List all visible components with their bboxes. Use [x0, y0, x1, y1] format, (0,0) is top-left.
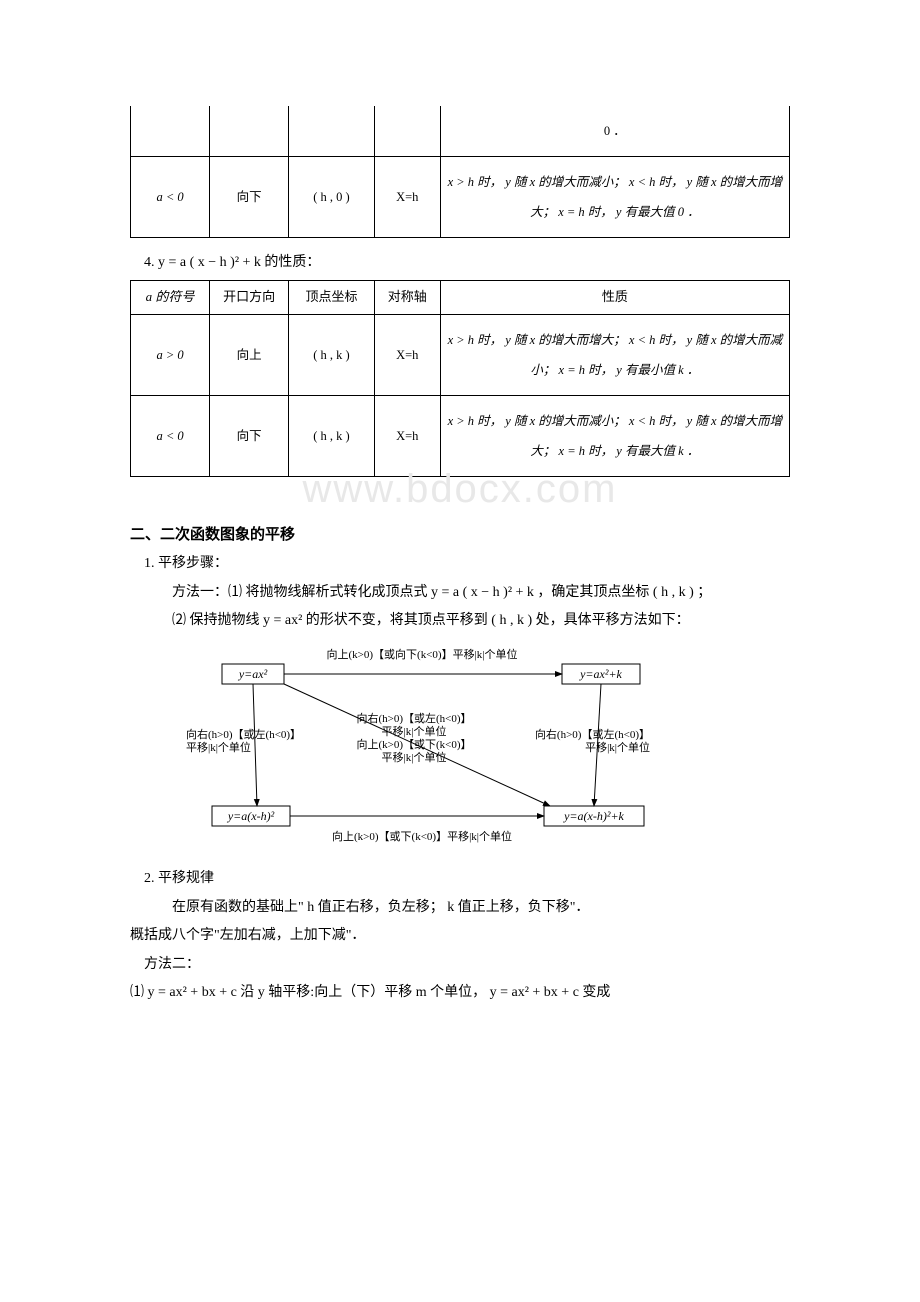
item-4-title: 4. y = a ( x − h )² + k 的性质： — [144, 252, 790, 274]
svg-text:向上(k>0)【或下(k<0)】: 向上(k>0)【或下(k<0)】 — [356, 737, 471, 751]
table-row: a < 0 向下 ( h , k ) X=h x > h 时， y 随 x 的增… — [131, 396, 790, 477]
table-row: 0 ． — [131, 106, 790, 157]
cell-axis: X=h — [396, 348, 418, 362]
method2-line1: ⑴ y = ax² + bx + c 沿 y 轴平移:向上（下）平移 m 个单位… — [130, 982, 790, 1004]
table-row: a > 0 向上 ( h , k ) X=h x > h 时， y 随 x 的增… — [131, 315, 790, 396]
step-heading: 1. 平移步骤： — [144, 553, 790, 575]
col-header: 性质 — [440, 281, 789, 315]
method1-line2: ⑵ 保持抛物线 y = ax² 的形状不变，将其顶点平移到 ( h , k ) … — [172, 610, 790, 632]
cell-prop: x > h 时， y 随 x 的增大而增大； x < h 时， y 随 x 的增… — [440, 315, 789, 396]
cell-axis: X=h — [396, 429, 418, 443]
cell-prop: x > h 时， y 随 x 的增大而减小； x < h 时， y 随 x 的增… — [440, 157, 789, 238]
svg-text:y=ax²: y=ax² — [238, 667, 268, 681]
diagram-svg: y=ax² y=ax²+k y=a(x-h)² y=a(x-h)²+k 向上(k>0)【… — [182, 646, 662, 846]
cell-vertex: ( h , k ) — [313, 348, 349, 362]
table-row: a < 0 向下 ( h , 0 ) X=h x > h 时， y 随 x 的增… — [131, 157, 790, 238]
section-2-heading: 二、二次函数图象的平移 — [130, 523, 790, 547]
cell-prop: 0 ． — [440, 106, 789, 157]
col-header: 顶点坐标 — [289, 281, 375, 315]
cell-a: a < 0 — [156, 429, 183, 443]
rule-line1: 在原有函数的基础上" h 值正右移，负左移； k 值正上移，负下移"． — [172, 897, 790, 919]
cell-a: a > 0 — [156, 348, 183, 362]
cell-dir: 向下 — [210, 157, 289, 238]
svg-text:向上(k>0)【或向下(k<0)】平移|k|个单位: 向上(k>0)【或向下(k<0)】平移|k|个单位 — [327, 647, 518, 661]
properties-table-3-partial: 0 ． a < 0 向下 ( h , 0 ) X=h x > h 时， y 随 … — [130, 106, 790, 238]
svg-text:向右(h>0)【或左(h<0)】: 向右(h>0)【或左(h<0)】 — [535, 727, 650, 741]
svg-text:向上(k>0)【或下(k<0)】平移|k|个单位: 向上(k>0)【或下(k<0)】平移|k|个单位 — [332, 829, 512, 843]
cell-a: a < 0 — [156, 190, 183, 204]
svg-text:向右(h>0)【或左(h<0)】: 向右(h>0)【或左(h<0)】 — [186, 727, 301, 741]
col-header: 开口方向 — [210, 281, 289, 315]
rule-line2: 概括成八个字"左加右减，上加下减"． — [130, 925, 790, 947]
cell-dir: 向下 — [210, 396, 289, 477]
svg-text:y=a(x-h)²: y=a(x-h)² — [227, 809, 275, 823]
col-header: 对称轴 — [374, 281, 440, 315]
svg-text:向右(h>0)【或左(h<0)】: 向右(h>0)【或左(h<0)】 — [356, 711, 471, 725]
cell-vertex: ( h , 0 ) — [313, 190, 349, 204]
cell-vertex: ( h , k ) — [313, 429, 349, 443]
properties-table-4: a 的符号 开口方向 顶点坐标 对称轴 性质 a > 0 向上 ( h , k … — [130, 280, 790, 477]
svg-text:平移|k|个单位: 平移|k|个单位 — [382, 724, 447, 738]
col-header: a 的符号 — [146, 289, 195, 304]
svg-text:y=a(x-h)²+k: y=a(x-h)²+k — [563, 809, 624, 823]
cell-prop: x > h 时， y 随 x 的增大而减小； x < h 时， y 随 x 的增… — [440, 396, 789, 477]
cell-dir: 向上 — [210, 315, 289, 396]
table-header-row: a 的符号 开口方向 顶点坐标 对称轴 性质 — [131, 281, 790, 315]
svg-text:y=ax²+k: y=ax²+k — [579, 667, 622, 681]
method2-heading: 方法二： — [144, 954, 790, 976]
cell-axis: X=h — [396, 190, 418, 204]
method1-line1: 方法一：⑴ 将抛物线解析式转化成顶点式 y = a ( x − h )² + k… — [172, 582, 790, 604]
svg-text:平移|k|个单位: 平移|k|个单位 — [186, 740, 251, 754]
svg-text:平移|k|个单位: 平移|k|个单位 — [585, 740, 650, 754]
rule-heading: 2. 平移规律 — [144, 868, 790, 890]
svg-text:平移|k|个单位: 平移|k|个单位 — [382, 750, 447, 764]
translation-diagram: y=ax² y=ax²+k y=a(x-h)² y=a(x-h)²+k 向上(k>0)【… — [182, 646, 790, 846]
